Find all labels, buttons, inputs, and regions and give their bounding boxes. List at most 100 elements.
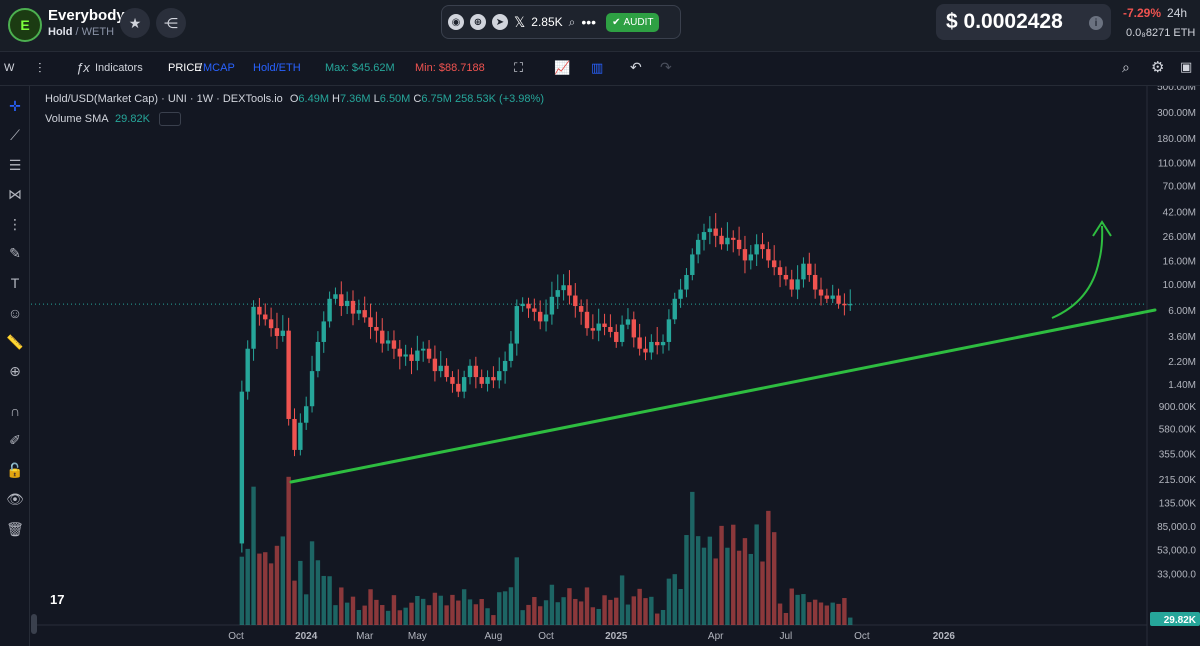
legend-l-value: 6.50M <box>379 93 411 105</box>
candle-body <box>479 377 484 384</box>
volume-bar <box>772 532 777 625</box>
fx-icon[interactable]: ƒx <box>76 60 90 75</box>
volume-bar <box>461 589 467 625</box>
chart-legend: Hold/USD(Market Cap) · UNI · 1W · DEXToo… <box>45 93 544 105</box>
x-tick-label: Oct <box>228 631 244 642</box>
x-icon[interactable]: 𝕏 <box>514 13 526 30</box>
volume-bar <box>649 596 654 625</box>
candle-body <box>508 343 514 361</box>
candle-body <box>596 323 601 331</box>
y-tick-label: 70.00M <box>1163 182 1196 193</box>
more-icon[interactable]: ••• <box>581 14 597 30</box>
mcap-toggle[interactable]: MCAP <box>203 62 235 74</box>
chart-line-icon[interactable]: 📈 <box>554 60 571 75</box>
trendline-icon[interactable]: ⟋ <box>10 127 20 143</box>
candle-body <box>321 321 326 342</box>
candle-body <box>789 279 794 290</box>
price-toggle[interactable]: PRICE <box>168 62 202 74</box>
x-tick-label: Apr <box>708 631 724 642</box>
y-tick-label: 42.00M <box>1163 208 1196 219</box>
candle-body <box>421 348 426 351</box>
volume-bar <box>578 601 584 625</box>
collapse-legend-button[interactable] <box>158 112 181 126</box>
redo-icon[interactable]: ↷ <box>660 59 672 75</box>
emoji-icon[interactable]: ☺ <box>7 304 23 321</box>
y-tick-label: 500.00M <box>1157 86 1196 93</box>
y-tick-label: 900.00K <box>1159 402 1197 413</box>
legend-symbol: Hold/USD(Market Cap) · UNI · 1W · DEXToo… <box>45 93 283 105</box>
candle-body <box>374 326 379 331</box>
compare-icon[interactable]: ▥ <box>591 60 604 75</box>
magnet-icon[interactable]: ∩ <box>9 403 21 419</box>
candle-body <box>812 274 818 290</box>
scroll-handle[interactable] <box>31 614 37 634</box>
search-icon[interactable]: ⌕ <box>568 14 576 29</box>
candle-body <box>555 290 560 297</box>
price-chart[interactable]: 500.00M 300.00M 180.00M 110.00M 70.00M 42.00M… <box>31 86 1200 646</box>
settings-icon[interactable]: ⚙ <box>1151 59 1165 76</box>
candle-body <box>426 348 432 359</box>
volume-bar <box>491 615 496 625</box>
candle-body <box>818 289 824 296</box>
forecast-arrow <box>1051 225 1104 319</box>
candle-body <box>245 348 250 392</box>
globe-icon[interactable]: ⊕ <box>470 14 486 30</box>
website-icon[interactable]: ◉ <box>448 14 464 30</box>
fib-icon[interactable]: ☰ <box>8 156 22 173</box>
zoom-icon[interactable]: ⊕ <box>9 363 21 379</box>
candle-body <box>625 319 631 325</box>
volume-bar <box>625 604 631 625</box>
candle-body <box>748 254 753 261</box>
volume-bar <box>766 510 771 625</box>
lock-draw-icon[interactable]: ✐ <box>9 432 21 448</box>
volume-bar <box>257 553 262 625</box>
candle-body <box>742 249 748 261</box>
share-icon[interactable]: ⋲ <box>156 8 186 38</box>
volume-bar <box>660 609 666 625</box>
candle-body <box>824 295 830 299</box>
volume-bar <box>532 597 537 625</box>
volume-bar <box>602 595 607 625</box>
lock-icon[interactable]: 🔓 <box>6 461 24 478</box>
volume-bar <box>391 595 397 625</box>
text-icon[interactable]: T <box>10 275 20 291</box>
candle-body <box>409 354 414 361</box>
brush-icon[interactable]: ✎ <box>9 245 21 261</box>
audit-button[interactable]: ✔ AUDIT <box>606 12 660 32</box>
forecast-icon[interactable]: ⋮ <box>8 215 22 232</box>
candle-body <box>649 341 654 353</box>
volume-bar <box>485 608 490 625</box>
candle-body <box>309 371 315 407</box>
volume-bar <box>263 552 268 625</box>
camera-icon[interactable]: ▣ <box>1180 59 1193 74</box>
candle-body <box>578 306 584 312</box>
candle-body <box>684 274 689 290</box>
fullscreen-icon[interactable]: ⛶ <box>514 60 524 75</box>
volume-bar <box>374 599 379 625</box>
candle-body <box>561 285 566 291</box>
info-icon[interactable]: i <box>1089 16 1103 30</box>
y-tick-label: 215.00K <box>1159 475 1197 486</box>
eye-icon[interactable]: 👁 <box>6 491 24 507</box>
candle-body <box>701 232 707 240</box>
telegram-icon[interactable]: ➤ <box>492 14 508 30</box>
candle-body <box>643 348 648 353</box>
crosshair-icon[interactable]: ✛ <box>9 97 21 114</box>
indicators-button[interactable]: Indicators <box>95 62 143 74</box>
pair-toggle[interactable]: Hold/ETH <box>253 62 301 74</box>
interval-selector[interactable]: W <box>4 62 15 74</box>
candle-body <box>415 350 420 361</box>
ruler-icon[interactable]: 📏 <box>6 333 24 350</box>
star-icon[interactable]: ★ <box>120 8 150 38</box>
y-tick-label: 300.00M <box>1157 108 1196 119</box>
candles-icon[interactable]: ⫶ <box>38 60 42 76</box>
undo-icon[interactable]: ↶ <box>630 59 642 75</box>
candle-body <box>391 340 397 349</box>
trash-icon[interactable]: 🗑 <box>6 520 24 537</box>
magnifier-icon[interactable]: ⌕ <box>1122 59 1130 75</box>
y-tick-label: 355.00K <box>1159 449 1197 460</box>
candle-body <box>672 298 677 320</box>
pattern-icon[interactable]: ⋈ <box>8 186 22 202</box>
change-value: -7.29% <box>1123 6 1162 20</box>
candle-body <box>848 304 853 306</box>
